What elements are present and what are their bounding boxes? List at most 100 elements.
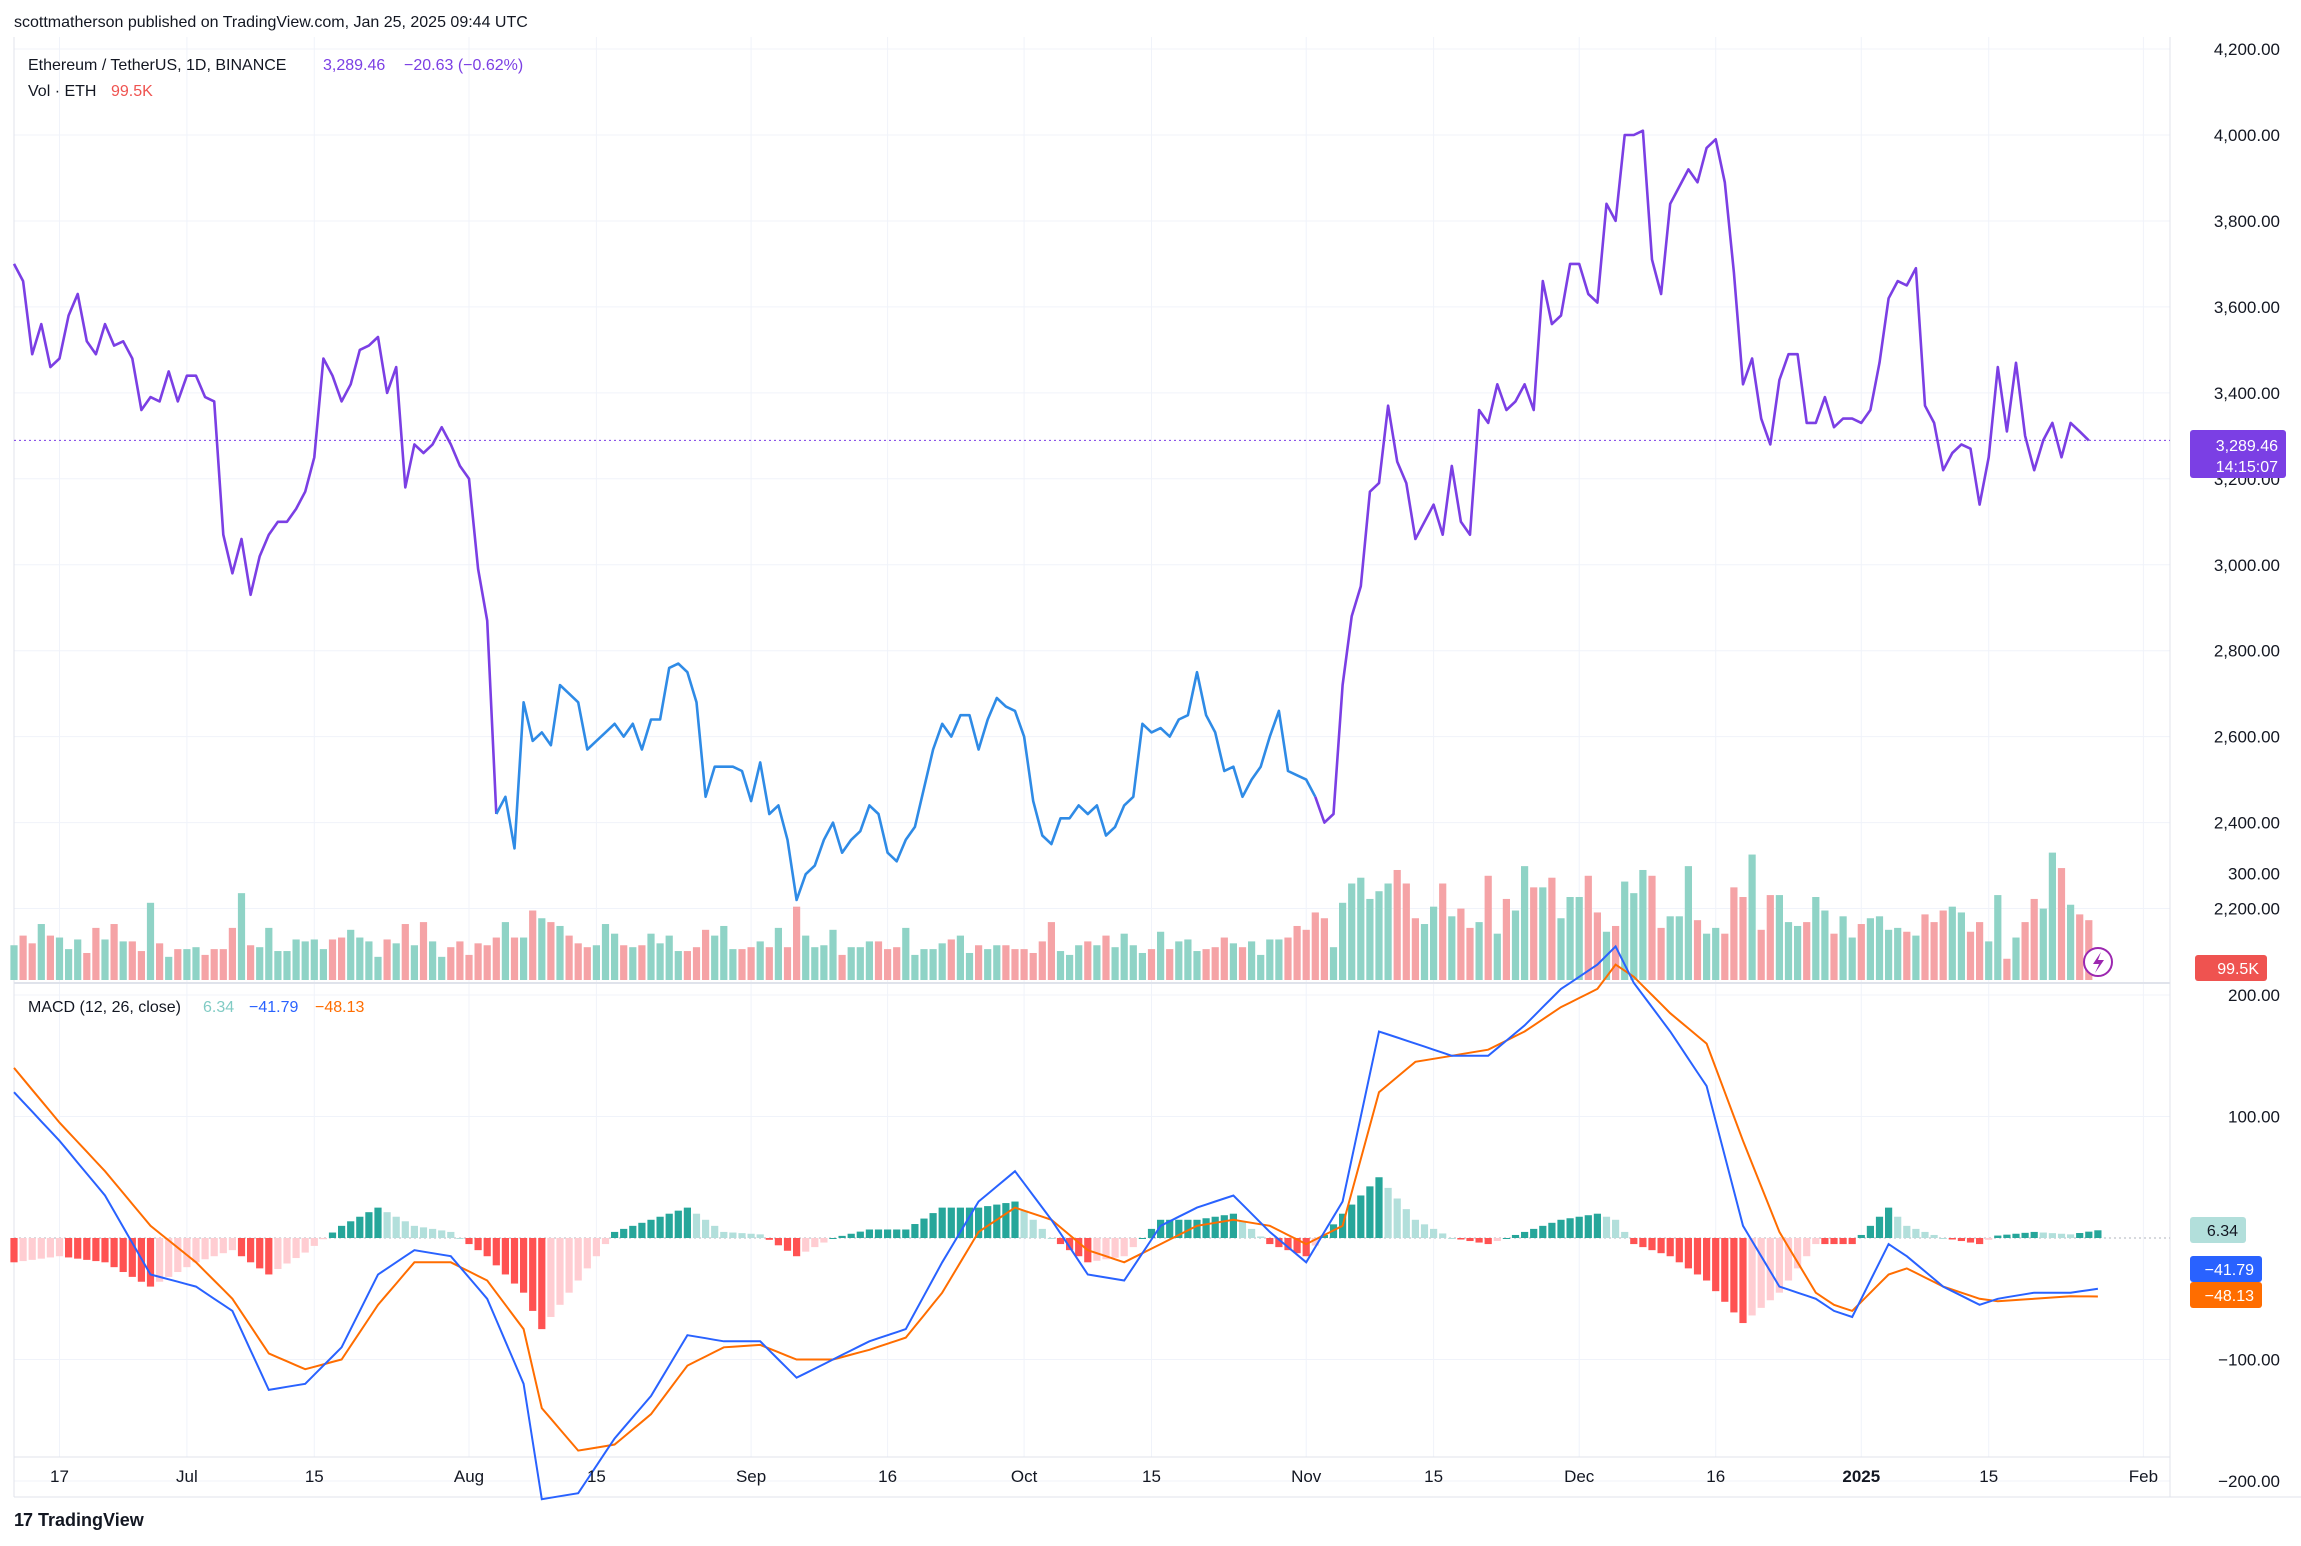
macd-hist-bar — [692, 1213, 701, 1238]
price-tick-label: 3,000.00 — [2214, 556, 2280, 575]
macd-hist-bar — [1439, 1233, 1447, 1238]
volume-bar — [1430, 906, 1438, 980]
volume-bar — [1375, 891, 1383, 980]
macd-hist-bar — [83, 1238, 91, 1260]
macd-hist-bar — [365, 1212, 373, 1238]
macd-hist-tag-bg — [2190, 1217, 2246, 1243]
macd-hist-bar — [156, 1238, 164, 1282]
macd-axis[interactable]: 300.00 200.00 100.00 −100.00 −200.00 — [2218, 865, 2280, 1492]
volume-bar — [347, 929, 355, 980]
volume-bar — [838, 954, 846, 980]
macd-hist-bar — [1593, 1213, 1601, 1238]
volume-bar — [1748, 854, 1756, 980]
volume-bar — [1275, 939, 1283, 980]
volume-bar — [1384, 883, 1392, 980]
macd-hist-bar — [1921, 1231, 1929, 1238]
macd-hist-bar — [1894, 1216, 1902, 1238]
price-tick-label: 2,400.00 — [2214, 814, 2280, 833]
macd-hist-bar — [711, 1225, 719, 1238]
macd-hist-bar — [2085, 1231, 2093, 1238]
macd-hist-bar — [729, 1232, 737, 1238]
price-tag-countdown: 14:15:07 — [2216, 459, 2278, 476]
macd-hist-bar — [1739, 1238, 1747, 1324]
volume-bar — [720, 925, 728, 980]
volume-bar — [310, 939, 318, 980]
macd-hist-bar — [1375, 1177, 1383, 1238]
legend-price: 3,289.46 — [323, 57, 385, 74]
volume-bar — [1093, 945, 1101, 980]
volume-bar — [902, 927, 910, 980]
macd-hist-bar — [447, 1231, 455, 1238]
volume-bar — [538, 918, 546, 980]
macd-hist-bar — [574, 1238, 582, 1281]
macd-hist-bar — [1229, 1213, 1237, 1238]
macd-hist-bar — [938, 1207, 946, 1238]
volume-bar — [1675, 916, 1683, 980]
macd-signal-tag-value: −48.13 — [2205, 1288, 2254, 1305]
legend-macd-hist: 6.34 — [203, 999, 234, 1016]
macd-hist-bar — [1457, 1238, 1465, 1240]
volume-bar — [1693, 920, 1702, 980]
volume-bar — [647, 933, 655, 980]
volume-bar — [247, 945, 255, 980]
time-tick-label: Feb — [2129, 1467, 2158, 1486]
volume-bar — [938, 943, 946, 980]
macd-hist-bar — [1020, 1210, 1028, 1238]
tradingview-logo[interactable]: 17 TradingView — [14, 1510, 144, 1531]
volume-bar — [1193, 951, 1201, 980]
macd-hist-bar — [210, 1238, 218, 1257]
macd-hist-bar — [10, 1238, 18, 1263]
macd-hist-bar — [1047, 1238, 1055, 1239]
volume-bar — [692, 947, 701, 980]
macd-hist-bar — [629, 1225, 637, 1238]
volume-bar — [465, 954, 473, 980]
macd-hist-bar — [256, 1238, 264, 1269]
macd-hist-bar — [1184, 1219, 1192, 1238]
volume-bar — [1875, 916, 1884, 980]
macd-tick-label: 300.00 — [2228, 865, 2280, 884]
volume-bar — [1939, 910, 1947, 980]
volume-bar — [1630, 893, 1638, 980]
volume-bar — [1775, 895, 1783, 980]
volume-bar — [1484, 875, 1492, 980]
volume-bar — [984, 949, 992, 980]
volume-bar — [1575, 897, 1583, 980]
macd-hist-bar — [538, 1238, 546, 1330]
volume-bar — [847, 947, 855, 980]
macd-hist-bar — [747, 1233, 755, 1238]
macd-hist-bar — [1111, 1238, 1119, 1258]
volume-bar — [1411, 918, 1419, 980]
volume-bar — [1475, 922, 1483, 980]
macd-hist-bar — [874, 1229, 883, 1238]
time-tick-label: 15 — [1142, 1467, 1161, 1486]
time-axis[interactable]: 17 Jul 15 Aug 15 Sep 16 Oct 15 Nov 15 Dec 16 2025 15 Fe… — [50, 1467, 2158, 1486]
macd-hist-bar — [28, 1238, 36, 1260]
lightning-icon[interactable] — [2083, 947, 2113, 977]
volume-bar — [1794, 925, 1802, 980]
macd-hist-bar — [1539, 1225, 1547, 1238]
volume-bar — [783, 947, 792, 980]
volume-bar — [865, 941, 873, 980]
volume-tag-bg — [2195, 955, 2267, 981]
macd-hist-bar — [1812, 1238, 1820, 1245]
price-series[interactable] — [12, 129, 2090, 902]
volume-bar — [319, 949, 327, 980]
volume-bar — [1002, 945, 1010, 980]
volume-bar — [2076, 914, 2084, 980]
macd-hist-bar — [1066, 1238, 1074, 1251]
volume-bar — [483, 945, 491, 980]
volume-bar — [2067, 904, 2075, 980]
volume-bar — [419, 922, 428, 980]
macd-hist-bar — [1521, 1231, 1529, 1238]
price-axis[interactable]: 4,200.00 4,000.00 3,800.00 3,600.00 3,400.00… — [2214, 40, 2280, 919]
macd-hist-bar — [820, 1238, 828, 1243]
volume-bar — [929, 949, 937, 980]
macd-signal-tag: −48.13 — [2190, 1282, 2262, 1308]
volume-bar — [1912, 935, 1920, 980]
macd-hist-bar — [492, 1238, 500, 1266]
macd-hist-bar — [465, 1238, 473, 1245]
macd-legend: MACD (12, 26, close) 6.34 −41.79 −48.13 — [28, 999, 364, 1016]
macd-hist-bar — [2012, 1233, 2020, 1238]
volume-bar — [1857, 924, 1865, 980]
